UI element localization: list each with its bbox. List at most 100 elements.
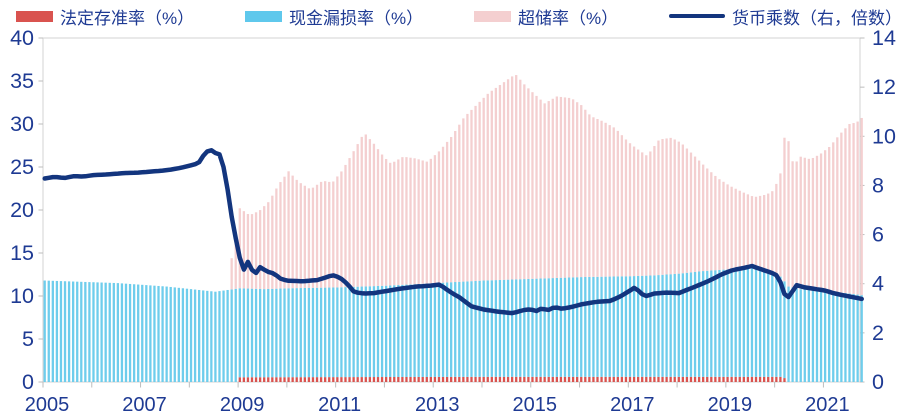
chart-legend: 法定存准率（%） 现金漏损率（%） 超储率（%） 货币乘数（右，倍数） bbox=[16, 3, 902, 29]
left-axis-tick-label: 0 bbox=[22, 370, 34, 394]
bar-segment bbox=[413, 376, 416, 382]
bar-segment bbox=[608, 125, 611, 277]
bar-segment bbox=[417, 376, 420, 382]
bar-segment bbox=[596, 119, 599, 277]
bar-segment bbox=[555, 96, 558, 278]
bar-segment bbox=[486, 280, 489, 377]
bar-segment bbox=[641, 152, 644, 276]
bar-segment bbox=[173, 287, 176, 382]
bar-segment bbox=[332, 181, 335, 288]
bar-segment bbox=[494, 280, 498, 377]
bar-segment bbox=[628, 376, 632, 382]
bar-segment bbox=[397, 159, 400, 286]
bar-segment bbox=[303, 377, 306, 382]
bar-segment bbox=[714, 175, 717, 271]
bar-segment bbox=[368, 139, 372, 287]
bar-segment bbox=[726, 184, 729, 270]
bar-segment bbox=[767, 270, 770, 377]
bar-segment bbox=[336, 377, 339, 382]
bar-segment bbox=[531, 376, 534, 382]
bar-segment bbox=[697, 160, 701, 272]
bar-segment bbox=[547, 376, 550, 382]
legend-item-money-multiplier: 货币乘数（右，倍数） bbox=[669, 4, 902, 29]
bar-segment bbox=[636, 376, 640, 382]
bar-segment bbox=[697, 271, 701, 377]
bar-segment bbox=[555, 376, 558, 382]
bar-segment bbox=[271, 195, 274, 289]
bar-segment bbox=[653, 376, 656, 382]
bar-segment bbox=[762, 270, 766, 377]
bar-segment bbox=[856, 121, 859, 295]
bar-segment bbox=[450, 137, 453, 283]
bar-segment bbox=[576, 376, 579, 382]
bar-segment bbox=[783, 137, 786, 282]
bar-segment bbox=[722, 376, 725, 382]
right-axis-tick-label: 6 bbox=[872, 223, 884, 247]
right-axis-tick-label: 8 bbox=[872, 173, 884, 197]
bar-segment bbox=[478, 280, 481, 377]
bar-segment bbox=[799, 289, 802, 382]
bar-segment bbox=[92, 282, 95, 382]
bar-segment bbox=[275, 188, 278, 289]
bar-segment bbox=[258, 377, 262, 382]
bar-segment bbox=[189, 289, 193, 382]
bar-segment bbox=[55, 280, 59, 382]
bar-segment bbox=[454, 282, 457, 377]
bar-segment bbox=[340, 377, 343, 382]
bar-segment bbox=[275, 377, 278, 382]
x-axis-tick-label: 2005 bbox=[25, 394, 70, 416]
bar-segment bbox=[592, 376, 595, 382]
x-axis-tick-label: 2015 bbox=[513, 394, 558, 416]
bar-segment bbox=[368, 377, 372, 382]
bar-segment bbox=[291, 288, 294, 378]
right-axis-tick-label: 4 bbox=[872, 272, 884, 296]
bar-segment bbox=[628, 276, 632, 377]
bar-segment bbox=[539, 376, 542, 382]
bar-segment bbox=[803, 157, 806, 290]
bar-segment bbox=[474, 376, 477, 382]
bar-segment bbox=[340, 287, 343, 378]
bar-segment bbox=[576, 102, 579, 278]
bar-segment bbox=[689, 152, 693, 273]
bar-segment bbox=[494, 87, 498, 281]
bar-segment bbox=[112, 282, 115, 382]
bar-segment bbox=[275, 288, 278, 378]
bar-segment bbox=[616, 376, 619, 382]
bar-segment bbox=[490, 376, 493, 382]
bar-segment bbox=[620, 376, 624, 382]
bar-segment bbox=[279, 182, 282, 289]
bar-segment bbox=[141, 284, 144, 382]
bar-segment bbox=[295, 179, 298, 289]
bar-segment bbox=[539, 278, 542, 377]
bar-segment bbox=[348, 158, 351, 287]
bar-segment bbox=[303, 287, 306, 378]
bars-required-reserve bbox=[238, 376, 786, 382]
bar-segment bbox=[124, 283, 128, 382]
bar-segment bbox=[661, 139, 664, 275]
bar-segment bbox=[401, 284, 404, 377]
bar-segment bbox=[571, 99, 575, 278]
bar-segment bbox=[543, 278, 546, 377]
bar-segment bbox=[604, 376, 607, 382]
bar-segment bbox=[840, 132, 843, 293]
bar-segment bbox=[324, 287, 327, 378]
bar-segment bbox=[689, 272, 693, 377]
bar-segment bbox=[181, 288, 185, 382]
bar-segment bbox=[364, 286, 367, 378]
bar-segment bbox=[811, 289, 815, 382]
bar-segment bbox=[445, 282, 449, 377]
bar-segment bbox=[531, 92, 534, 279]
bar-segment bbox=[689, 376, 693, 382]
bar-segment bbox=[823, 290, 827, 382]
bar-segment bbox=[291, 175, 294, 289]
bar-segment bbox=[722, 181, 725, 270]
bar-segment bbox=[746, 268, 750, 377]
bar-segment bbox=[356, 144, 359, 287]
bar-segment bbox=[506, 376, 510, 382]
bar-segment bbox=[742, 376, 745, 382]
bar-segment bbox=[685, 376, 689, 382]
bar-segment bbox=[608, 276, 611, 377]
bar-segment bbox=[600, 120, 603, 277]
bar-segment bbox=[405, 376, 408, 382]
bar-segment bbox=[380, 377, 384, 382]
